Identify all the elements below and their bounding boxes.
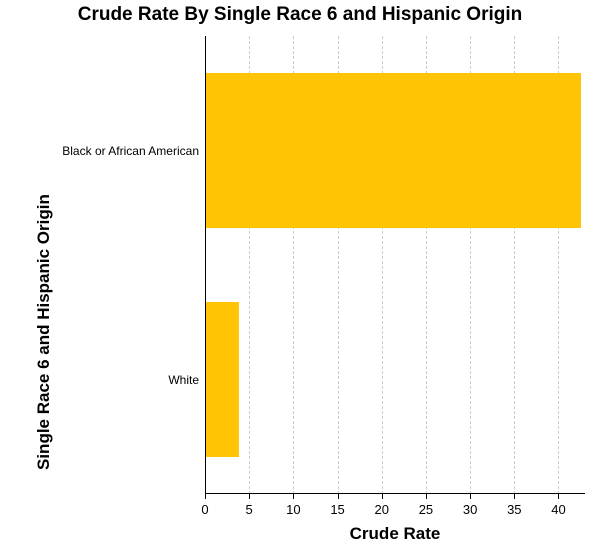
x-axis-line <box>205 493 585 494</box>
x-tick <box>205 494 206 499</box>
x-tick-label: 30 <box>463 502 477 517</box>
bar <box>205 302 239 458</box>
x-tick-label: 10 <box>286 502 300 517</box>
bar <box>205 73 581 229</box>
x-tick <box>293 494 294 499</box>
x-tick <box>426 494 427 499</box>
plot-area <box>205 36 585 494</box>
x-tick <box>249 494 250 499</box>
category-label: White <box>168 373 199 387</box>
chart-container: Crude Rate By Single Race 6 and Hispanic… <box>0 0 600 551</box>
x-tick-label: 0 <box>201 502 208 517</box>
x-tick <box>514 494 515 499</box>
x-tick <box>470 494 471 499</box>
x-tick-label: 35 <box>507 502 521 517</box>
x-tick-label: 40 <box>551 502 565 517</box>
x-tick <box>382 494 383 499</box>
x-axis-title: Crude Rate <box>205 524 585 544</box>
x-tick-label: 5 <box>246 502 253 517</box>
y-axis-line <box>205 36 206 494</box>
chart-title: Crude Rate By Single Race 6 and Hispanic… <box>0 4 600 26</box>
y-axis-title: Single Race 6 and Hispanic Origin <box>34 194 54 470</box>
x-tick <box>338 494 339 499</box>
x-tick-label: 25 <box>419 502 433 517</box>
x-tick-label: 15 <box>330 502 344 517</box>
category-label: Black or African American <box>62 144 199 158</box>
x-tick <box>558 494 559 499</box>
x-tick-label: 20 <box>375 502 389 517</box>
